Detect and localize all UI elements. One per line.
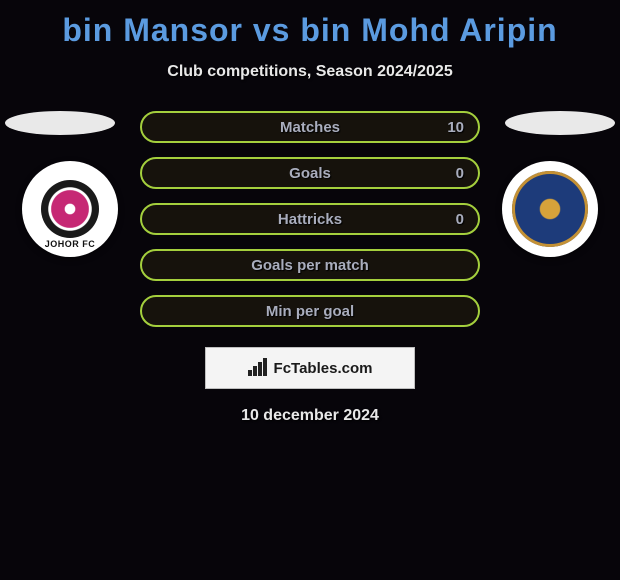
stat-label: Goals per match (251, 257, 369, 274)
brand-text: FcTables.com (274, 360, 373, 377)
team-badge-left-label: JOHOR FC (22, 239, 118, 249)
page-title: bin Mansor vs bin Mohd Aripin (0, 0, 620, 49)
comparison-arena: JOHOR FC Matches 10 Goals 0 Hattricks 0 … (0, 111, 620, 331)
date-text: 10 december 2024 (0, 407, 620, 425)
stat-row-goals-per-match: Goals per match (140, 249, 480, 281)
crest-johor-icon (41, 180, 99, 238)
player-left-base (5, 111, 115, 135)
stat-value-right: 0 (456, 165, 464, 182)
stat-label: Hattricks (278, 211, 342, 228)
team-badge-right (502, 161, 598, 257)
crest-right-icon (512, 171, 588, 247)
stat-value-right: 10 (447, 119, 464, 136)
stat-label: Min per goal (266, 303, 354, 320)
bar-chart-icon (248, 360, 268, 376)
stat-row-matches: Matches 10 (140, 111, 480, 143)
stat-value-right: 0 (456, 211, 464, 228)
stat-row-hattricks: Hattricks 0 (140, 203, 480, 235)
player-right-base (505, 111, 615, 135)
subtitle: Club competitions, Season 2024/2025 (0, 63, 620, 81)
stat-row-min-per-goal: Min per goal (140, 295, 480, 327)
brand-box[interactable]: FcTables.com (205, 347, 415, 389)
stat-rows: Matches 10 Goals 0 Hattricks 0 Goals per… (140, 111, 480, 327)
stat-label: Goals (289, 165, 331, 182)
stat-label: Matches (280, 119, 340, 136)
team-badge-left: JOHOR FC (22, 161, 118, 257)
stat-row-goals: Goals 0 (140, 157, 480, 189)
